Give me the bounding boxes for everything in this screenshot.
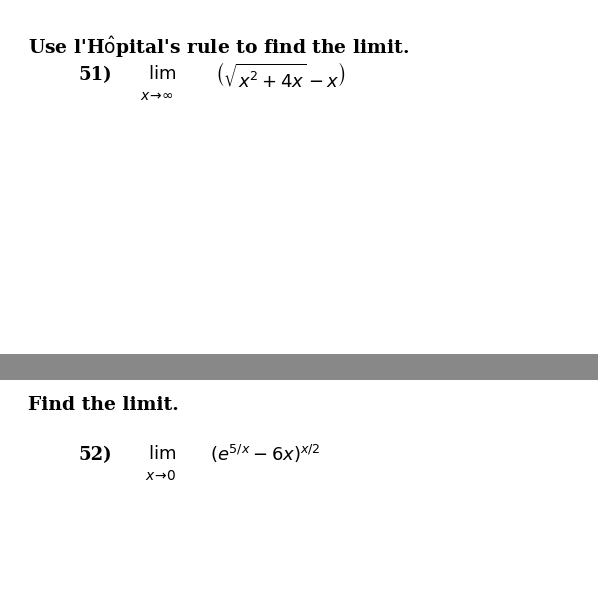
Text: $\lim$: $\lim$ [148, 65, 176, 83]
Text: $\lim$: $\lim$ [148, 445, 176, 463]
Bar [0, 354, 598, 380]
Text: $x\!\rightarrow\!\infty$: $x\!\rightarrow\!\infty$ [140, 89, 173, 103]
Text: $(e^{5/x}-6x)^{x/2}$: $(e^{5/x}-6x)^{x/2}$ [210, 443, 321, 465]
Text: Find the limit.: Find the limit. [28, 396, 179, 414]
Text: $x\!\rightarrow\!0$: $x\!\rightarrow\!0$ [145, 469, 176, 483]
Text: Use l'H$\hat{\rm o}$pital's rule to find the limit.: Use l'H$\hat{\rm o}$pital's rule to find… [28, 34, 409, 60]
Text: 52): 52) [78, 446, 112, 464]
Text: $\left(\sqrt{x^2+4x}-x\right)$: $\left(\sqrt{x^2+4x}-x\right)$ [215, 63, 346, 92]
Text: 51): 51) [78, 66, 112, 84]
